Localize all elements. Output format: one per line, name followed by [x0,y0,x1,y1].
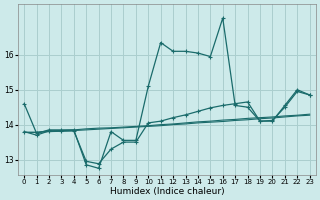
X-axis label: Humidex (Indice chaleur): Humidex (Indice chaleur) [109,187,224,196]
